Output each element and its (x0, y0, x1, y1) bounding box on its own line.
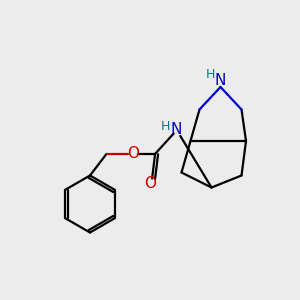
Text: O: O (145, 176, 157, 191)
Text: O: O (127, 146, 139, 161)
Text: N: N (215, 73, 226, 88)
Text: N: N (170, 122, 182, 137)
Text: H: H (160, 120, 170, 133)
Text: H: H (206, 68, 216, 81)
